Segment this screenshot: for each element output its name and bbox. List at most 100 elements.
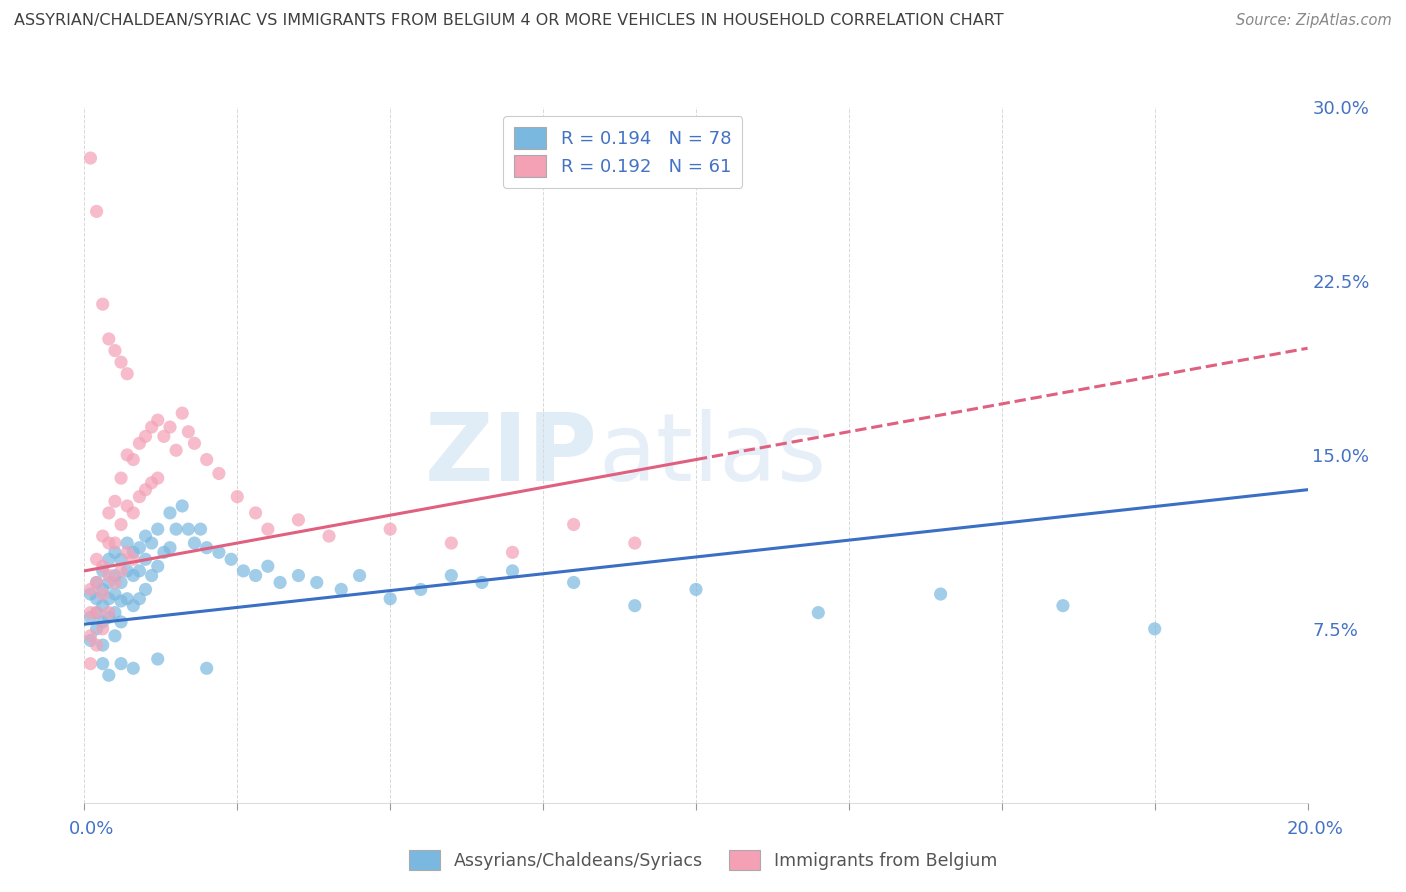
Point (172, 406, 194, 420)
Point (146, 652, 169, 666)
Point (177, 522, 200, 536)
Point (208, 467, 231, 481)
Point (110, 575, 132, 590)
Point (135, 552, 157, 566)
Point (110, 355, 132, 369)
Point (232, 564, 254, 578)
Text: Source: ZipAtlas.com: Source: ZipAtlas.com (1236, 13, 1392, 29)
Point (110, 552, 132, 566)
Point (1052, 599, 1074, 613)
Point (159, 506, 181, 520)
Point (208, 545, 231, 559)
Point (91, 638, 114, 652)
Point (97, 552, 120, 566)
Point (97, 536, 120, 550)
Point (110, 471, 132, 485)
Point (110, 594, 132, 608)
Point (165, 443, 187, 458)
Point (115, 564, 138, 578)
Point (115, 545, 138, 559)
Point (146, 522, 169, 536)
Point (128, 591, 150, 606)
Point (624, 536, 647, 550)
Point (122, 599, 145, 613)
Point (146, 559, 169, 574)
Point (91, 564, 114, 578)
Point (91, 657, 114, 671)
Point (685, 582, 707, 597)
Point (115, 448, 138, 462)
Point (330, 582, 353, 597)
Point (562, 575, 585, 590)
Point (86, 591, 108, 606)
Point (122, 552, 145, 566)
Point (122, 545, 145, 559)
Point (807, 606, 830, 620)
Point (624, 599, 647, 613)
Point (104, 587, 127, 601)
Point (104, 343, 127, 358)
Point (128, 490, 150, 504)
Point (183, 436, 205, 450)
Point (165, 522, 187, 536)
Point (141, 420, 163, 434)
Point (86, 575, 108, 590)
Point (79, 606, 101, 620)
Point (86, 606, 108, 620)
Point (190, 522, 212, 536)
Point (349, 568, 371, 582)
Point (153, 545, 176, 559)
Point (115, 591, 138, 606)
Point (177, 425, 200, 439)
Point (110, 564, 132, 578)
Point (135, 483, 157, 497)
Point (91, 529, 114, 543)
Point (79, 151, 101, 165)
Point (79, 633, 101, 648)
Legend: Assyrians/Chaldeans/Syriacs, Immigrants from Belgium: Assyrians/Chaldeans/Syriacs, Immigrants … (399, 841, 1007, 879)
Point (104, 494, 127, 508)
Text: atlas: atlas (598, 409, 827, 501)
Point (115, 367, 138, 381)
Point (97, 568, 120, 582)
Point (257, 522, 280, 536)
Point (287, 513, 309, 527)
Point (79, 582, 101, 597)
Point (502, 564, 524, 578)
Point (86, 575, 108, 590)
Point (159, 420, 181, 434)
Point (128, 541, 150, 555)
Point (110, 615, 132, 629)
Point (97, 591, 120, 606)
Point (146, 471, 169, 485)
Point (122, 661, 145, 675)
Point (135, 529, 157, 543)
Point (86, 622, 108, 636)
Point (91, 559, 114, 574)
Point (380, 591, 402, 606)
Point (86, 638, 108, 652)
Point (115, 499, 138, 513)
Point (115, 536, 138, 550)
Point (104, 568, 127, 582)
Point (128, 436, 150, 450)
Point (86, 552, 108, 566)
Point (122, 506, 145, 520)
Point (79, 587, 101, 601)
Point (135, 429, 157, 443)
Point (153, 429, 176, 443)
Point (128, 564, 150, 578)
Point (91, 582, 114, 597)
Point (440, 536, 463, 550)
Point (305, 575, 328, 590)
Point (110, 517, 132, 532)
Point (287, 568, 309, 582)
Point (86, 204, 108, 219)
Point (141, 568, 163, 582)
Point (91, 599, 114, 613)
Point (409, 582, 432, 597)
Point (245, 568, 267, 582)
Point (86, 606, 108, 620)
Point (97, 668, 120, 682)
Point (380, 522, 402, 536)
